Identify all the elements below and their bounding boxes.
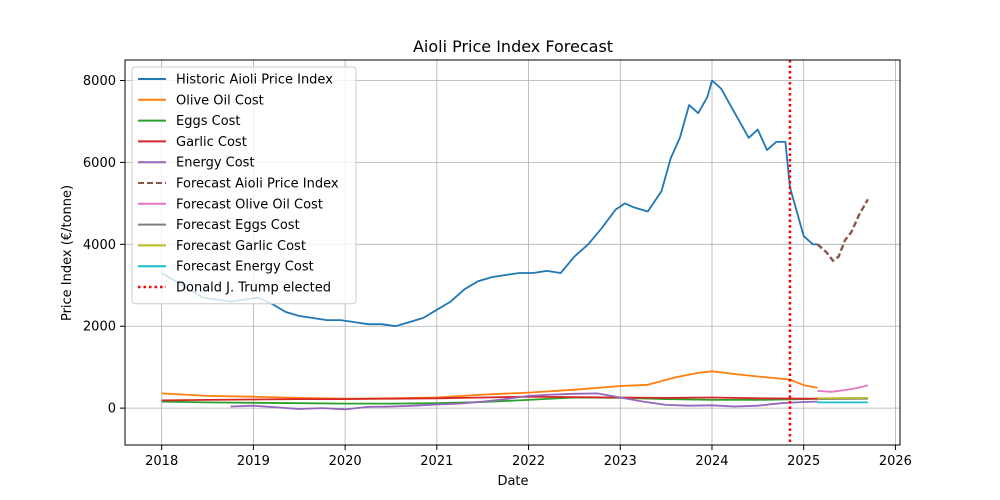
x-axis-label: Date [497, 474, 528, 489]
legend: Historic Aioli Price Index Olive Oil Cost… [131, 66, 357, 305]
series-line-3 [161, 395, 818, 402]
y-tick-label: 8000 [83, 74, 116, 89]
y-tick-label: 4000 [83, 238, 116, 253]
legend-box [131, 66, 357, 305]
chart-title: Aioli Price Index Forecast [413, 37, 613, 56]
axes-frame [124, 59, 901, 446]
legend-label: Donald J. Trump elected [176, 281, 331, 296]
legend-label: Garlic Cost [176, 135, 247, 150]
series-line-5 [816, 198, 869, 262]
x-tick-label: 2020 [329, 454, 362, 469]
y-axis-label: Price Index (€/tonne) [60, 185, 75, 321]
series-line-0 [161, 79, 818, 328]
y-tick-label: 2000 [83, 320, 116, 335]
legend-label: Forecast Eggs Cost [176, 218, 300, 233]
x-tick-label: 2022 [512, 454, 545, 469]
legend-label: Forecast Olive Oil Cost [176, 197, 323, 212]
series-line-4 [230, 392, 818, 411]
y-tick-label: 0 [108, 402, 116, 417]
x-tick-label: 2023 [604, 454, 637, 469]
x-tick-label: 2026 [879, 454, 912, 469]
legend-label: Forecast Aioli Price Index [176, 177, 339, 192]
x-tick-label: 2021 [420, 454, 453, 469]
series-line-6 [817, 384, 869, 393]
x-tick-label: 2024 [695, 454, 728, 469]
y-tick-label: 6000 [83, 156, 116, 171]
legend-label: Forecast Energy Cost [176, 260, 314, 275]
legend-label: Historic Aioli Price Index [176, 73, 333, 88]
x-tick-label: 2018 [145, 454, 178, 469]
legend-label: Eggs Cost [176, 114, 241, 129]
x-tick-label: 2025 [787, 454, 820, 469]
series-line-2 [161, 396, 818, 405]
x-tick-label: 2019 [237, 454, 270, 469]
series-line-1 [161, 370, 818, 400]
legend-label: Energy Cost [176, 156, 255, 171]
legend-label: Forecast Garlic Cost [176, 239, 306, 254]
legend-label: Olive Oil Cost [176, 93, 264, 108]
